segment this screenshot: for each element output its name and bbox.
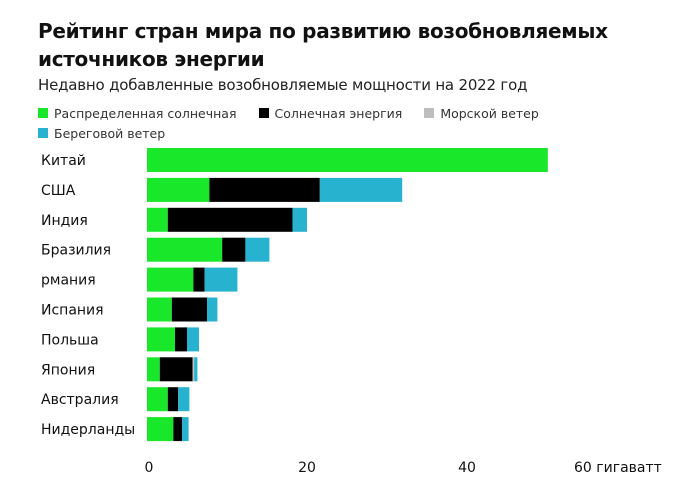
category-label: рмания (41, 273, 96, 289)
category-label: Нидерланды (41, 422, 135, 438)
legend-item: Морской ветер (424, 103, 539, 123)
bar-segment (204, 267, 238, 292)
bar-segment (147, 237, 223, 262)
category-label: Бразилия (41, 243, 111, 259)
bar-segment (147, 297, 172, 322)
category-label: США (41, 183, 76, 199)
category-label: Китай (41, 153, 86, 169)
legend: Распределенная солнечная Солнечная энерги… (38, 103, 598, 143)
x-tick-label: 60 гигаватт (574, 460, 662, 476)
category-label: Австралия (41, 392, 119, 408)
chart-title: Рейтинг стран мира по развитию возобновл… (38, 19, 608, 71)
bar-segment (245, 237, 270, 262)
bar-segment (209, 177, 320, 202)
legend-swatch (258, 108, 269, 118)
bar-segment (167, 207, 293, 232)
category-label: Польша (41, 332, 99, 348)
bar-segment (167, 387, 179, 412)
bar-segment (292, 207, 307, 232)
bar-segment (147, 148, 548, 172)
bar-segment (147, 387, 168, 412)
bar-segment (147, 267, 194, 292)
bar-segment (175, 327, 187, 352)
bar-segment (159, 357, 193, 382)
legend-item: Береговой ветер (38, 123, 165, 143)
bar-segment (193, 267, 205, 292)
category-label: Япония (41, 362, 95, 378)
category-label: Индия (41, 213, 88, 229)
x-tick-label: 0 (145, 460, 154, 476)
legend-item: Солнечная энергия (258, 103, 403, 123)
x-tick-label: 40 (458, 460, 476, 476)
legend-label: Распределенная солнечная (54, 105, 237, 121)
legend-label: Морской ветер (440, 105, 539, 121)
legend-swatch (38, 128, 48, 138)
bar-segment (147, 417, 174, 442)
legend-swatch (424, 108, 435, 118)
bar-segment (147, 177, 210, 202)
bar-segment (207, 297, 218, 322)
bar-segment (147, 327, 175, 352)
x-tick-label: 20 (298, 460, 316, 476)
legend-label: Солнечная энергия (274, 105, 403, 121)
bar-segment (222, 237, 246, 262)
legend-label: Береговой ветер (54, 125, 166, 141)
bar-segment (187, 327, 199, 352)
bar-segment (192, 357, 195, 382)
bar-segment (147, 207, 168, 232)
legend-item: Распределенная солнечная (38, 103, 237, 123)
bar-segment (178, 387, 190, 412)
bar-segment (147, 357, 160, 382)
bar-segment (194, 357, 198, 382)
bar-segment (173, 417, 183, 442)
bar-segment (171, 297, 207, 322)
bar-segment (319, 177, 403, 202)
bar-segment (182, 417, 189, 442)
legend-swatch (38, 108, 48, 118)
category-label: Испания (41, 303, 104, 319)
chart-subtitle: Недавно добавленные возобновляемые мощно… (38, 76, 528, 94)
